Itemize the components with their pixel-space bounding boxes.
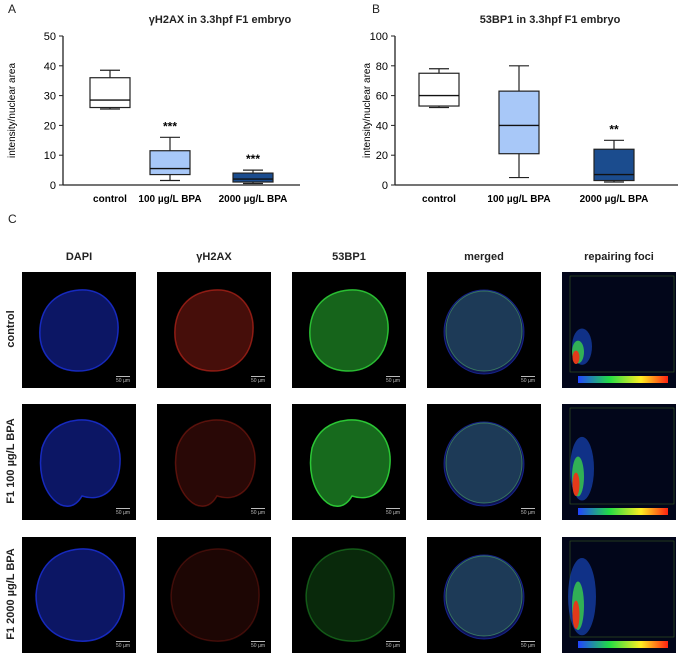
micrograph-tile: 50 µm (292, 272, 406, 388)
box-control (418, 68, 460, 109)
y-axis-label: intensity/nuclear area (7, 63, 18, 158)
chart-a-gamma-h2ax-boxplot: 0 10 20 30 40 50 intensity/nuclear area control… (7, 31, 300, 205)
y-axis-label: intensity/nuclear area (362, 63, 373, 158)
y-tick-label: 40 (44, 61, 56, 73)
scale-bar: 50 µm (251, 376, 265, 384)
y-tick-label: 50 (44, 31, 56, 43)
y-tick-label: 60 (376, 91, 388, 103)
micrograph-tile (562, 537, 676, 653)
x-category-label: control (93, 194, 127, 205)
micrograph-tile: 50 µm (157, 537, 271, 653)
scale-bar: 50 µm (251, 508, 265, 516)
row-label: F1 2000 µg/L BPA (5, 548, 17, 640)
box-100-g-l-bpa: *** (149, 119, 191, 182)
y-tick-label: 80 (376, 61, 388, 73)
box-2000-g-l-bpa: ** (593, 122, 635, 183)
micrograph-tile: 50 µm (427, 272, 541, 388)
micrograph-tile: 50 µm (157, 272, 271, 388)
box-iqr (593, 148, 635, 182)
y-tick-label: 30 (44, 91, 56, 103)
panel-b-letter: B (372, 2, 381, 16)
panel-c-letter: C (8, 212, 17, 226)
column-header: γH2AX (196, 251, 232, 263)
scale-bar: 50 µm (386, 508, 400, 516)
scale-bar: 50 µm (386, 641, 400, 649)
scale-bar: 50 µm (116, 641, 130, 649)
scale-bar: 50 µm (251, 641, 265, 649)
scale-bar: 50 µm (521, 376, 535, 384)
chart-a-title: γH2AX in 3.3hpf F1 embryo (148, 14, 292, 26)
y-tick-label: 10 (44, 150, 56, 162)
micrograph-tile: 50 µm (22, 404, 136, 520)
x-category-label: 2000 µg/L BPA (580, 194, 649, 205)
micrograph-tile: 50 µm (427, 537, 541, 653)
x-category-label: 100 µg/L BPA (487, 194, 550, 205)
micrograph-tile: 50 µm (22, 537, 136, 653)
x-category-label: 100 µg/L BPA (138, 194, 201, 205)
y-tick-label: 100 (370, 31, 388, 43)
x-category-label: control (422, 194, 456, 205)
scale-bar: 50 µm (386, 376, 400, 384)
scale-bar: 50 µm (521, 508, 535, 516)
box-2000-g-l-bpa: *** (232, 152, 274, 185)
significance-label: *** (246, 152, 260, 166)
significance-label: ** (609, 122, 619, 136)
scale-bar: 50 µm (116, 508, 130, 516)
scale-bar: 50 µm (116, 376, 130, 384)
column-header: merged (464, 251, 504, 263)
scale-bar: 50 µm (521, 641, 535, 649)
box-iqr (149, 150, 191, 176)
y-tick-label: 20 (376, 150, 388, 162)
box-control (89, 69, 131, 110)
y-tick-label: 20 (44, 120, 56, 132)
chart-b-53bp1-boxplot: 0 20 40 60 80 100 intensity/nuclear area contro… (362, 31, 678, 205)
column-header: repairing foci (584, 251, 654, 263)
significance-label: *** (163, 119, 177, 133)
box-100-g-l-bpa (498, 65, 540, 179)
x-category-label: 2000 µg/L BPA (219, 194, 288, 205)
y-tick-label: 40 (376, 120, 388, 132)
chart-b-title: 53BP1 in 3.3hpf F1 embryo (479, 14, 621, 26)
micrograph-tile (562, 404, 676, 520)
panel-a-letter: A (8, 2, 17, 16)
box-iqr (89, 77, 131, 109)
micrograph-tile: 50 µm (157, 404, 271, 520)
box-iqr (418, 72, 460, 107)
micrograph-tile: 50 µm (292, 404, 406, 520)
micrograph-tile: 50 µm (22, 272, 136, 388)
box-iqr (498, 90, 540, 155)
row-label: control (5, 310, 17, 348)
micrograph-tile (562, 272, 676, 388)
column-header: DAPI (65, 251, 93, 263)
row-label: F1 100 µg/L BPA (5, 418, 17, 504)
box-iqr (232, 172, 274, 183)
micrograph-tile: 50 µm (292, 537, 406, 653)
y-tick-label: 0 (382, 180, 388, 192)
y-tick-label: 0 (50, 180, 56, 192)
column-header: 53BP1 (332, 251, 366, 263)
micrograph-tile: 50 µm (427, 404, 541, 520)
